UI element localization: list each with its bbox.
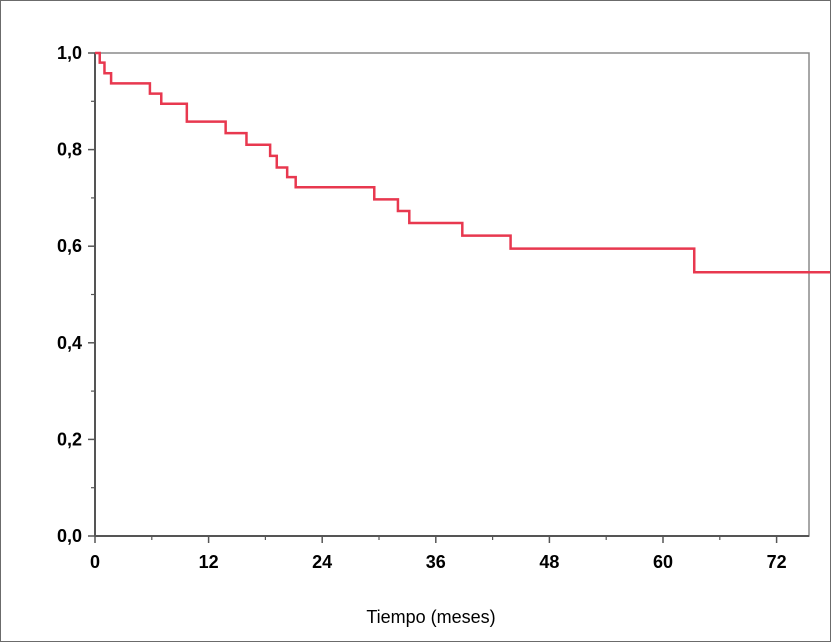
- axes: [94, 52, 810, 537]
- x-tick-label: 12: [199, 552, 219, 572]
- y-tick-label: 0,8: [57, 140, 82, 160]
- y-tick-label: 0,6: [57, 236, 82, 256]
- x-tick-label: 48: [539, 552, 559, 572]
- x-tick-label: 36: [426, 552, 446, 572]
- x-tick-label: 24: [312, 552, 332, 572]
- survival-curve: [95, 51, 830, 274]
- x-axis-title: Tiempo (meses): [366, 607, 495, 627]
- x-tick-label: 0: [90, 552, 100, 572]
- y-tick-label: 0,4: [57, 333, 82, 353]
- series-group: [95, 51, 830, 274]
- plot-area-border: [94, 52, 810, 537]
- x-tick-label: 60: [653, 552, 673, 572]
- tick-group: 0,00,20,40,60,81,0012243648607284: [57, 43, 787, 572]
- y-tick-label: 0,0: [57, 526, 82, 546]
- y-tick-label: 0,2: [57, 429, 82, 449]
- y-tick-label: 1,0: [57, 43, 82, 63]
- x-tick-label: 72: [767, 552, 787, 572]
